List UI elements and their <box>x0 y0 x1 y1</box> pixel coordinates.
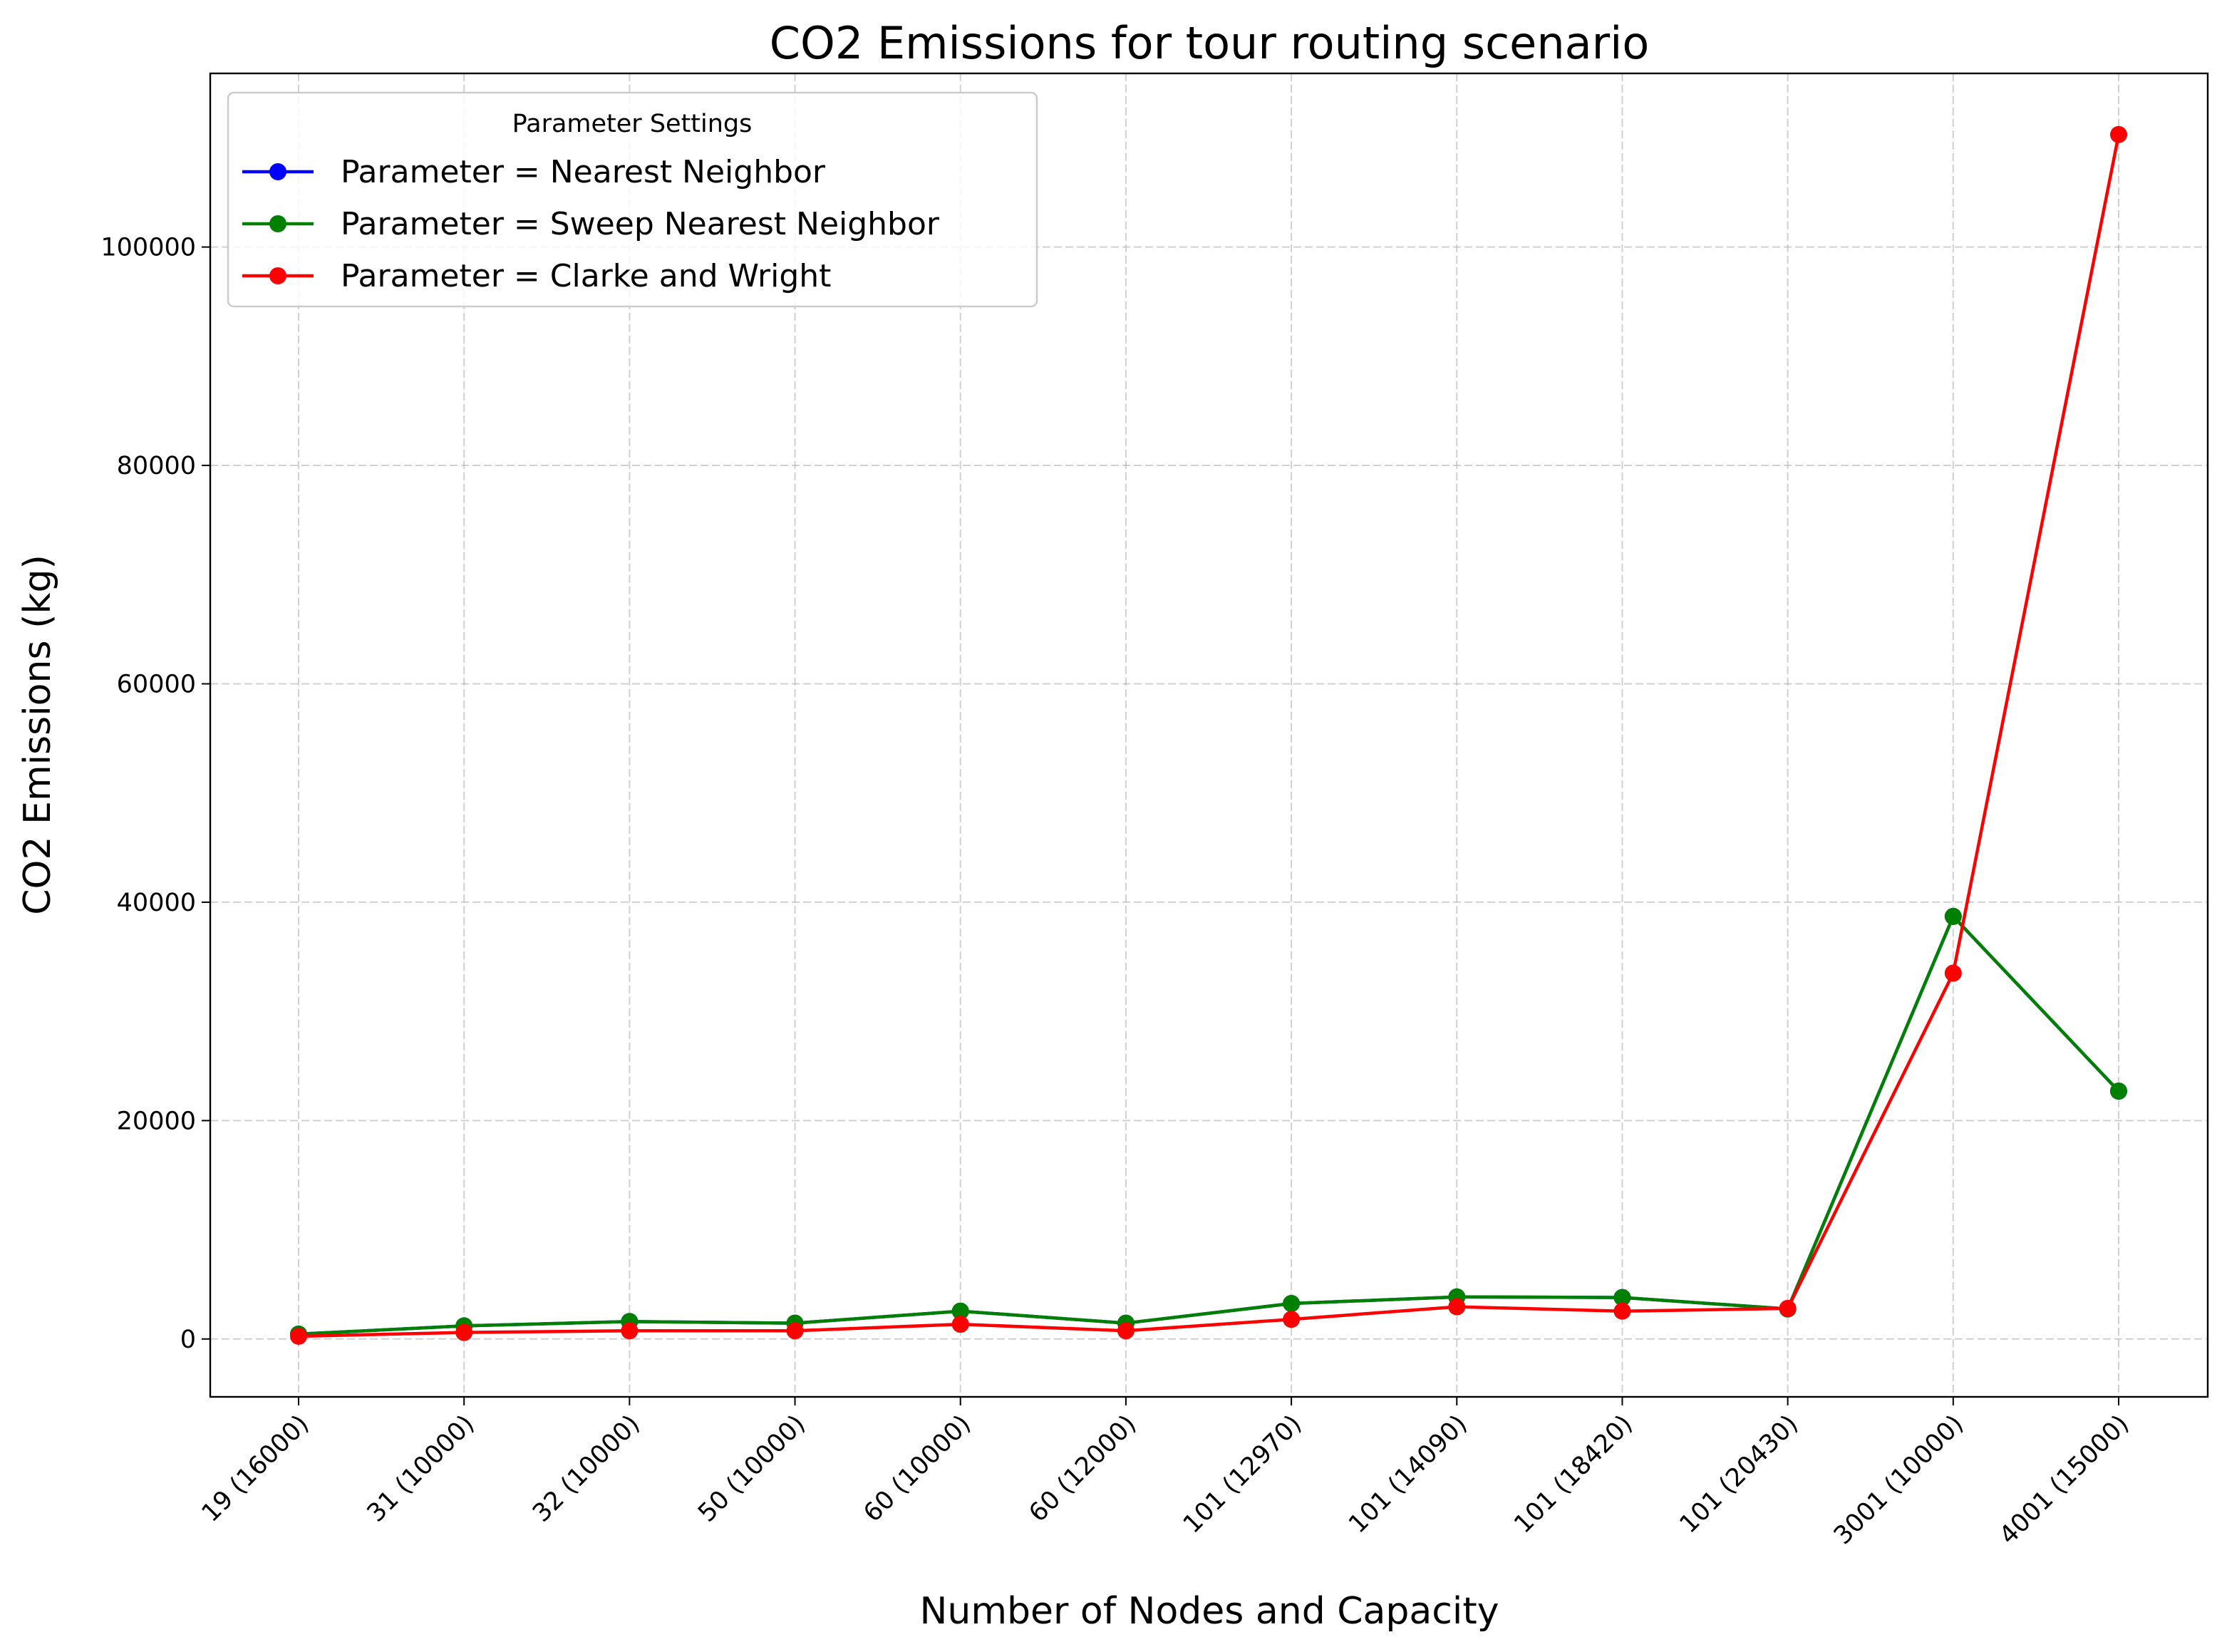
data-point <box>1283 1294 1301 1312</box>
data-point <box>1613 1302 1631 1320</box>
chart-title: CO2 Emissions for tour routing scenario <box>770 17 1650 69</box>
series-3 <box>290 125 2127 1345</box>
legend-marker <box>269 267 286 284</box>
data-point <box>2110 125 2127 143</box>
y-axis-ticks: 0 20000 40000 60000 80000 100000 <box>100 234 210 1354</box>
legend-entry-1: Parameter = Nearest Neighbor <box>242 154 826 190</box>
y-tick-label: 0 <box>180 1326 196 1354</box>
legend-entry-3: Parameter = Clarke and Wright <box>242 258 831 294</box>
legend-marker <box>269 215 286 232</box>
y-tick-label: 60000 <box>117 670 196 698</box>
legend-entries: Parameter = Nearest Neighbor Parameter = … <box>242 154 940 294</box>
data-point <box>1779 1299 1797 1317</box>
legend-entry-2: Parameter = Sweep Nearest Neighbor <box>242 206 940 242</box>
data-point <box>1283 1311 1301 1328</box>
data-point <box>455 1323 473 1341</box>
y-tick-label: 100000 <box>100 234 196 262</box>
series-line <box>298 134 2121 1338</box>
data-point <box>1944 907 1962 925</box>
series-line <box>298 914 2120 1336</box>
data-point <box>2110 1082 2127 1100</box>
y-axis-title: CO2 Emissions (kg) <box>16 554 59 915</box>
series-layer <box>290 125 2127 1345</box>
y-tick-label: 20000 <box>117 1107 196 1135</box>
legend: Parameter Settings Parameter = Nearest N… <box>227 91 1038 308</box>
data-point <box>1117 1322 1135 1340</box>
data-point <box>1613 1289 1631 1306</box>
legend-label: Parameter = Sweep Nearest Neighbor <box>341 206 940 242</box>
y-tick-label: 40000 <box>117 889 196 917</box>
y-tick-label: 80000 <box>117 452 196 480</box>
legend-frame <box>227 91 1038 308</box>
legend-label: Parameter = Nearest Neighbor <box>341 154 826 190</box>
data-point <box>1448 1298 1466 1316</box>
plot-frame <box>209 72 2209 1398</box>
data-point <box>1944 964 1962 982</box>
data-point <box>951 1316 969 1333</box>
data-point <box>951 1302 969 1320</box>
legend-title: Parameter Settings <box>512 110 753 138</box>
data-point <box>621 1322 639 1340</box>
legend-marker <box>269 163 286 180</box>
legend-label: Parameter = Clarke and Wright <box>341 258 831 294</box>
data-point <box>786 1322 804 1340</box>
x-axis-title: Number of Nodes and Capacity <box>919 1590 1499 1633</box>
data-point <box>290 1327 307 1345</box>
